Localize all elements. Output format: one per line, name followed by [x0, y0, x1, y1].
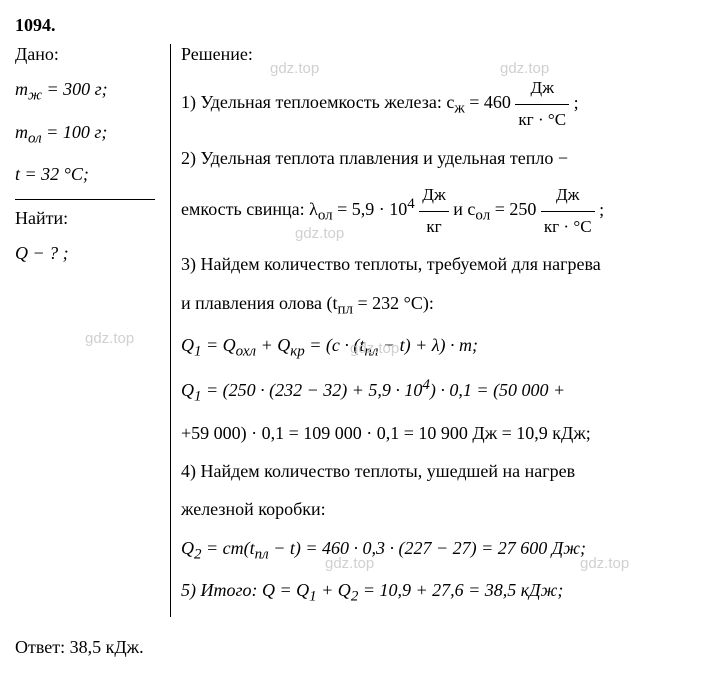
solution-step-3b: и плавления олова (tпл = 232 °C):	[181, 287, 712, 324]
step2b-fraction2: Дж кг · °C	[541, 180, 595, 243]
solution-column: Решение: 1) Удельная теплоемкость железа…	[170, 44, 712, 617]
solution-step-5: 5) Итого: Q = Q1 + Q2 = 10,9 + 27,6 = 38…	[181, 574, 712, 611]
solution-step-3a: 3) Найдем количество теплоты, требуемой …	[181, 248, 712, 280]
given-header: Дано:	[15, 44, 160, 65]
problem-container: Дано: mж = 300 г; mол = 100 г; t = 32 °C…	[15, 44, 712, 617]
solution-step-3e: +59 000) · 0,1 = 109 000 · 0,1 = 10 900 …	[181, 417, 712, 449]
solution-step-2a: 2) Удельная теплота плавления и удельная…	[181, 142, 712, 174]
step2b-frac2-den: кг · °C	[541, 212, 595, 243]
step1-frac-num: Дж	[515, 73, 569, 105]
solution-step-3c: Q1 = Qохл + Qкр = (c · (tпл − t) + λ) · …	[181, 329, 712, 366]
problem-number: 1094.	[15, 15, 712, 36]
step2b-end: ;	[599, 199, 604, 219]
given-column: Дано: mж = 300 г; mол = 100 г; t = 32 °C…	[15, 44, 170, 617]
given-line-3: t = 32 °C;	[15, 158, 160, 190]
step2b-fraction1: Дж кг	[419, 180, 448, 243]
step2b-frac1-den: кг	[419, 212, 448, 243]
solution-step-2b: емкость свинца: λол = 5,9 · 104 Дж кг и …	[181, 180, 712, 243]
solution-step-1: 1) Удельная теплоемкость железа: cж = 46…	[181, 73, 712, 136]
solution-step-4a: 4) Найдем количество теплоты, ушедшей на…	[181, 455, 712, 487]
step2b-text: емкость свинца: λол = 5,9 · 104	[181, 199, 415, 219]
solution-step-4c: Q2 = cm(tпл − t) = 460 · 0,3 · (227 − 27…	[181, 532, 712, 569]
step1-fraction: Дж кг · °C	[515, 73, 569, 136]
answer: Ответ: 38,5 кДж.	[15, 637, 712, 658]
given-line-1: mж = 300 г;	[15, 73, 160, 110]
step1-text: 1) Удельная теплоемкость железа: cж = 46…	[181, 92, 511, 112]
find-line-1: Q − ? ;	[15, 237, 160, 269]
step1-frac-den: кг · °C	[515, 105, 569, 136]
step2b-frac1-num: Дж	[419, 180, 448, 212]
find-header: Найти:	[15, 208, 160, 229]
given-divider	[15, 199, 155, 200]
solution-step-3d: Q1 = (250 · (232 − 32) + 5,9 · 104) · 0,…	[181, 372, 712, 411]
step2b-mid: и cол = 250	[453, 199, 541, 219]
step2b-frac2-num: Дж	[541, 180, 595, 212]
step1-end: ;	[574, 92, 579, 112]
given-line-2: mол = 100 г;	[15, 116, 160, 153]
solution-step-4b: железной коробки:	[181, 493, 712, 525]
solution-header: Решение:	[181, 44, 712, 65]
